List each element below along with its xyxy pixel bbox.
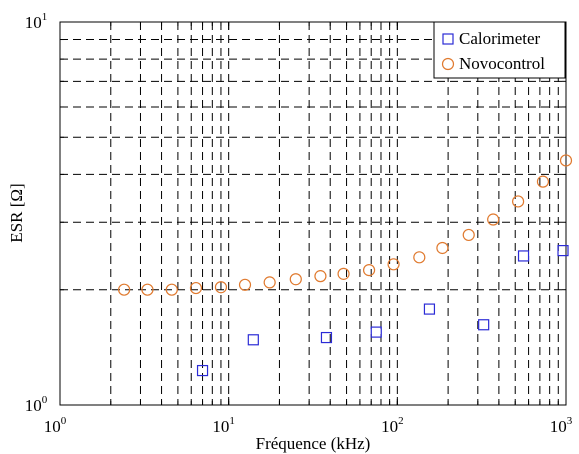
legend-calorimeter-marker [442,33,454,45]
legend-box [433,21,566,79]
novocontrol-point [141,283,154,296]
calorimeter-point [370,326,382,338]
calorimeter-point [196,364,209,377]
novocontrol-point [462,228,475,242]
y-tick-label: 100 [25,394,48,415]
novocontrol-point [165,283,178,296]
novocontrol-point [536,175,550,188]
legend-calorimeter-label: Calorimeter [459,29,541,48]
novocontrol-point [362,264,376,277]
grid-layer [60,22,566,405]
novocontrol-point [289,273,302,286]
novocontrol-point [387,258,400,271]
novocontrol-point [559,154,573,167]
series-layer [118,154,573,377]
x-tick-label: 103 [550,415,573,436]
novocontrol-point [189,281,203,295]
tick-layer [59,21,567,406]
tick-label-layer: 100 101 102 103 100 101 [25,11,573,436]
legend-novocontrol-marker [441,57,455,71]
novocontrol-point [511,195,525,208]
x-tick-label: 101 [212,415,235,436]
calorimeter-point [247,334,259,346]
x-axis-label: Fréquence (kHz) [256,434,371,453]
x-tick-label: 102 [381,415,404,436]
legend: Calorimeter Novocontrol [433,21,566,79]
novocontrol-point [337,267,350,280]
calorimeter-point [478,319,490,331]
calorimeter-point [557,245,569,257]
novocontrol-point [263,276,276,289]
novocontrol-point [487,213,500,226]
novocontrol-point [238,278,252,291]
novocontrol-point [118,283,131,296]
calorimeter-point [517,250,530,262]
legend-novocontrol-label: Novocontrol [459,54,545,73]
y-tick-label: 101 [25,11,48,32]
novocontrol-point [214,281,228,294]
novocontrol-point [413,251,426,264]
calorimeter-point [320,331,333,344]
plot-area-frame [59,21,567,406]
calorimeter-point [423,303,436,315]
novocontrol-point [314,270,327,283]
y-axis-label: ESR [Ω] [7,183,26,242]
x-tick-label: 100 [44,415,67,436]
novocontrol-point [436,241,449,255]
